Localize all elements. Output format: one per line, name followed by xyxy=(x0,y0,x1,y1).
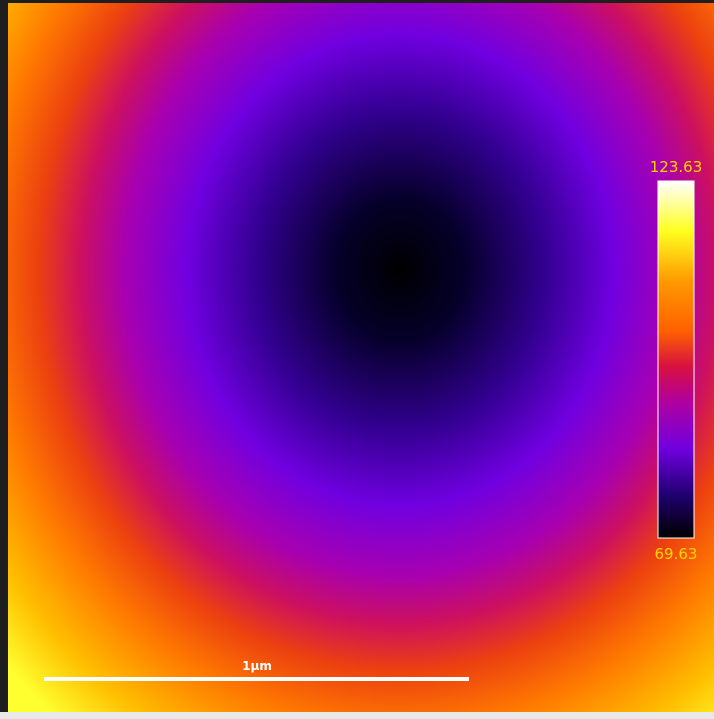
scale-bar-label: 1μm xyxy=(242,659,272,673)
colorbar xyxy=(657,180,695,539)
status-strip xyxy=(0,712,714,719)
heatmap xyxy=(8,3,714,712)
colorbar-max: 123.63 xyxy=(650,158,703,176)
colorbar-min: 69.63 xyxy=(655,545,698,563)
